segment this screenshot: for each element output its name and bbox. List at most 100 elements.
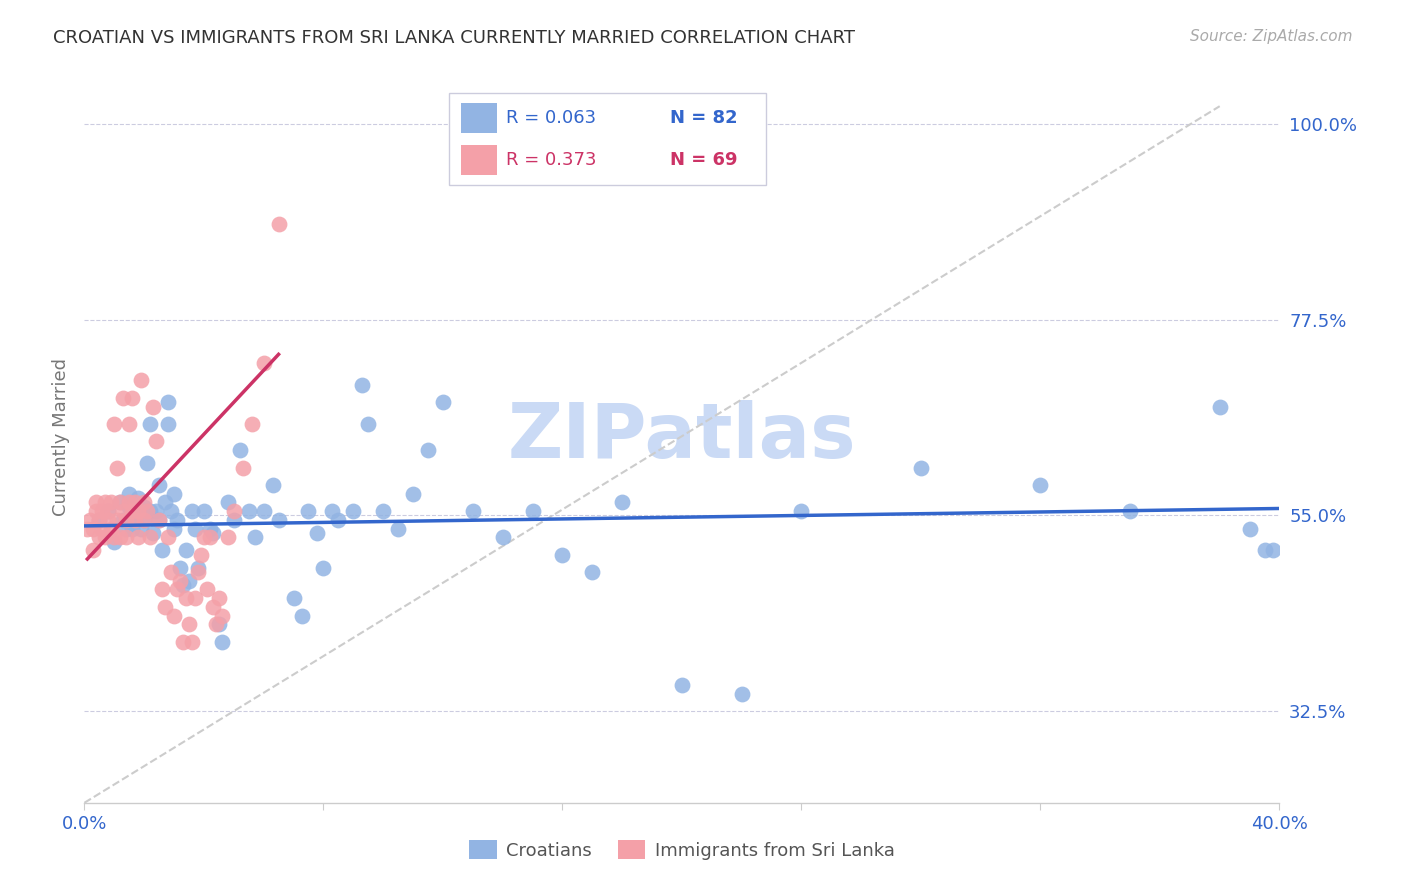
Point [150, 582, 173, 597]
Point [172, 634, 194, 648]
Point [100, 521, 122, 535]
Text: CROATIAN VS IMMIGRANTS FROM SRI LANKA CURRENTLY MARRIED CORRELATION CHART: CROATIAN VS IMMIGRANTS FROM SRI LANKA CU… [53, 29, 855, 46]
Point [174, 591, 197, 606]
Point [139, 530, 162, 544]
Point [190, 548, 212, 562]
Legend: Croatians, Immigrants from Sri Lanka: Croatians, Immigrants from Sri Lanka [463, 833, 901, 867]
Point [82, 543, 104, 558]
Point [112, 513, 135, 527]
Point [312, 560, 335, 574]
Point [169, 560, 191, 574]
Point [262, 478, 284, 492]
Text: N = 69: N = 69 [671, 151, 738, 169]
Point [205, 617, 228, 632]
Point [103, 530, 125, 544]
Point [105, 513, 128, 527]
Point [148, 513, 170, 527]
Point [124, 513, 146, 527]
Point [79, 513, 101, 527]
Point [181, 634, 204, 648]
Point [297, 504, 319, 518]
Point [103, 417, 125, 431]
Point [177, 574, 200, 588]
Point [127, 504, 149, 518]
Point [76, 521, 98, 535]
Point [1253, 543, 1275, 558]
Point [110, 495, 132, 509]
Point [157, 395, 180, 409]
Point [94, 530, 117, 544]
Point [139, 504, 162, 518]
Point [127, 530, 149, 544]
Point [193, 530, 215, 544]
Point [790, 504, 813, 518]
Point [222, 504, 245, 518]
Point [97, 504, 120, 518]
Point [136, 504, 159, 518]
Point [373, 504, 395, 518]
Point [153, 495, 176, 509]
Text: R = 0.373: R = 0.373 [506, 151, 596, 169]
Point [222, 513, 245, 527]
Point [581, 565, 603, 579]
Point [91, 504, 114, 518]
Point [187, 560, 209, 574]
Point [169, 574, 191, 588]
Point [253, 356, 276, 370]
Point [208, 617, 231, 632]
Point [238, 504, 260, 518]
Point [174, 543, 197, 558]
Point [89, 530, 111, 544]
Point [132, 495, 156, 509]
Point [217, 530, 239, 544]
Point [198, 521, 221, 535]
Point [94, 495, 117, 509]
Point [416, 443, 439, 458]
Point [97, 513, 120, 527]
Point [163, 608, 186, 623]
Point [118, 417, 141, 431]
Point [148, 513, 170, 527]
Point [307, 525, 329, 540]
Point [115, 513, 138, 527]
Point [132, 513, 156, 527]
Point [267, 217, 290, 231]
Point [357, 417, 380, 431]
Point [166, 513, 188, 527]
Point [105, 460, 128, 475]
Point [100, 495, 122, 509]
Point [184, 521, 207, 535]
Point [112, 391, 135, 405]
Point [217, 495, 239, 509]
Y-axis label: Currently Married: Currently Married [52, 358, 70, 516]
Point [127, 491, 149, 505]
Point [121, 521, 143, 535]
Point [211, 634, 233, 648]
Point [612, 495, 634, 509]
Point [115, 521, 138, 535]
Point [193, 504, 215, 518]
Point [163, 486, 186, 500]
Point [132, 500, 156, 514]
Point [328, 513, 350, 527]
Point [157, 530, 180, 544]
Bar [461, 103, 496, 133]
Point [163, 521, 186, 535]
Point [166, 582, 188, 597]
Point [121, 391, 143, 405]
Point [132, 513, 156, 527]
Point [1209, 400, 1232, 414]
FancyBboxPatch shape [449, 94, 766, 185]
Point [551, 548, 574, 562]
Point [492, 530, 515, 544]
Point [184, 591, 207, 606]
Point [124, 513, 146, 527]
Point [160, 565, 183, 579]
Point [97, 504, 120, 518]
Point [352, 377, 374, 392]
Point [103, 534, 125, 549]
Point [112, 504, 135, 518]
Point [86, 495, 108, 509]
Point [291, 608, 314, 623]
Point [160, 504, 183, 518]
